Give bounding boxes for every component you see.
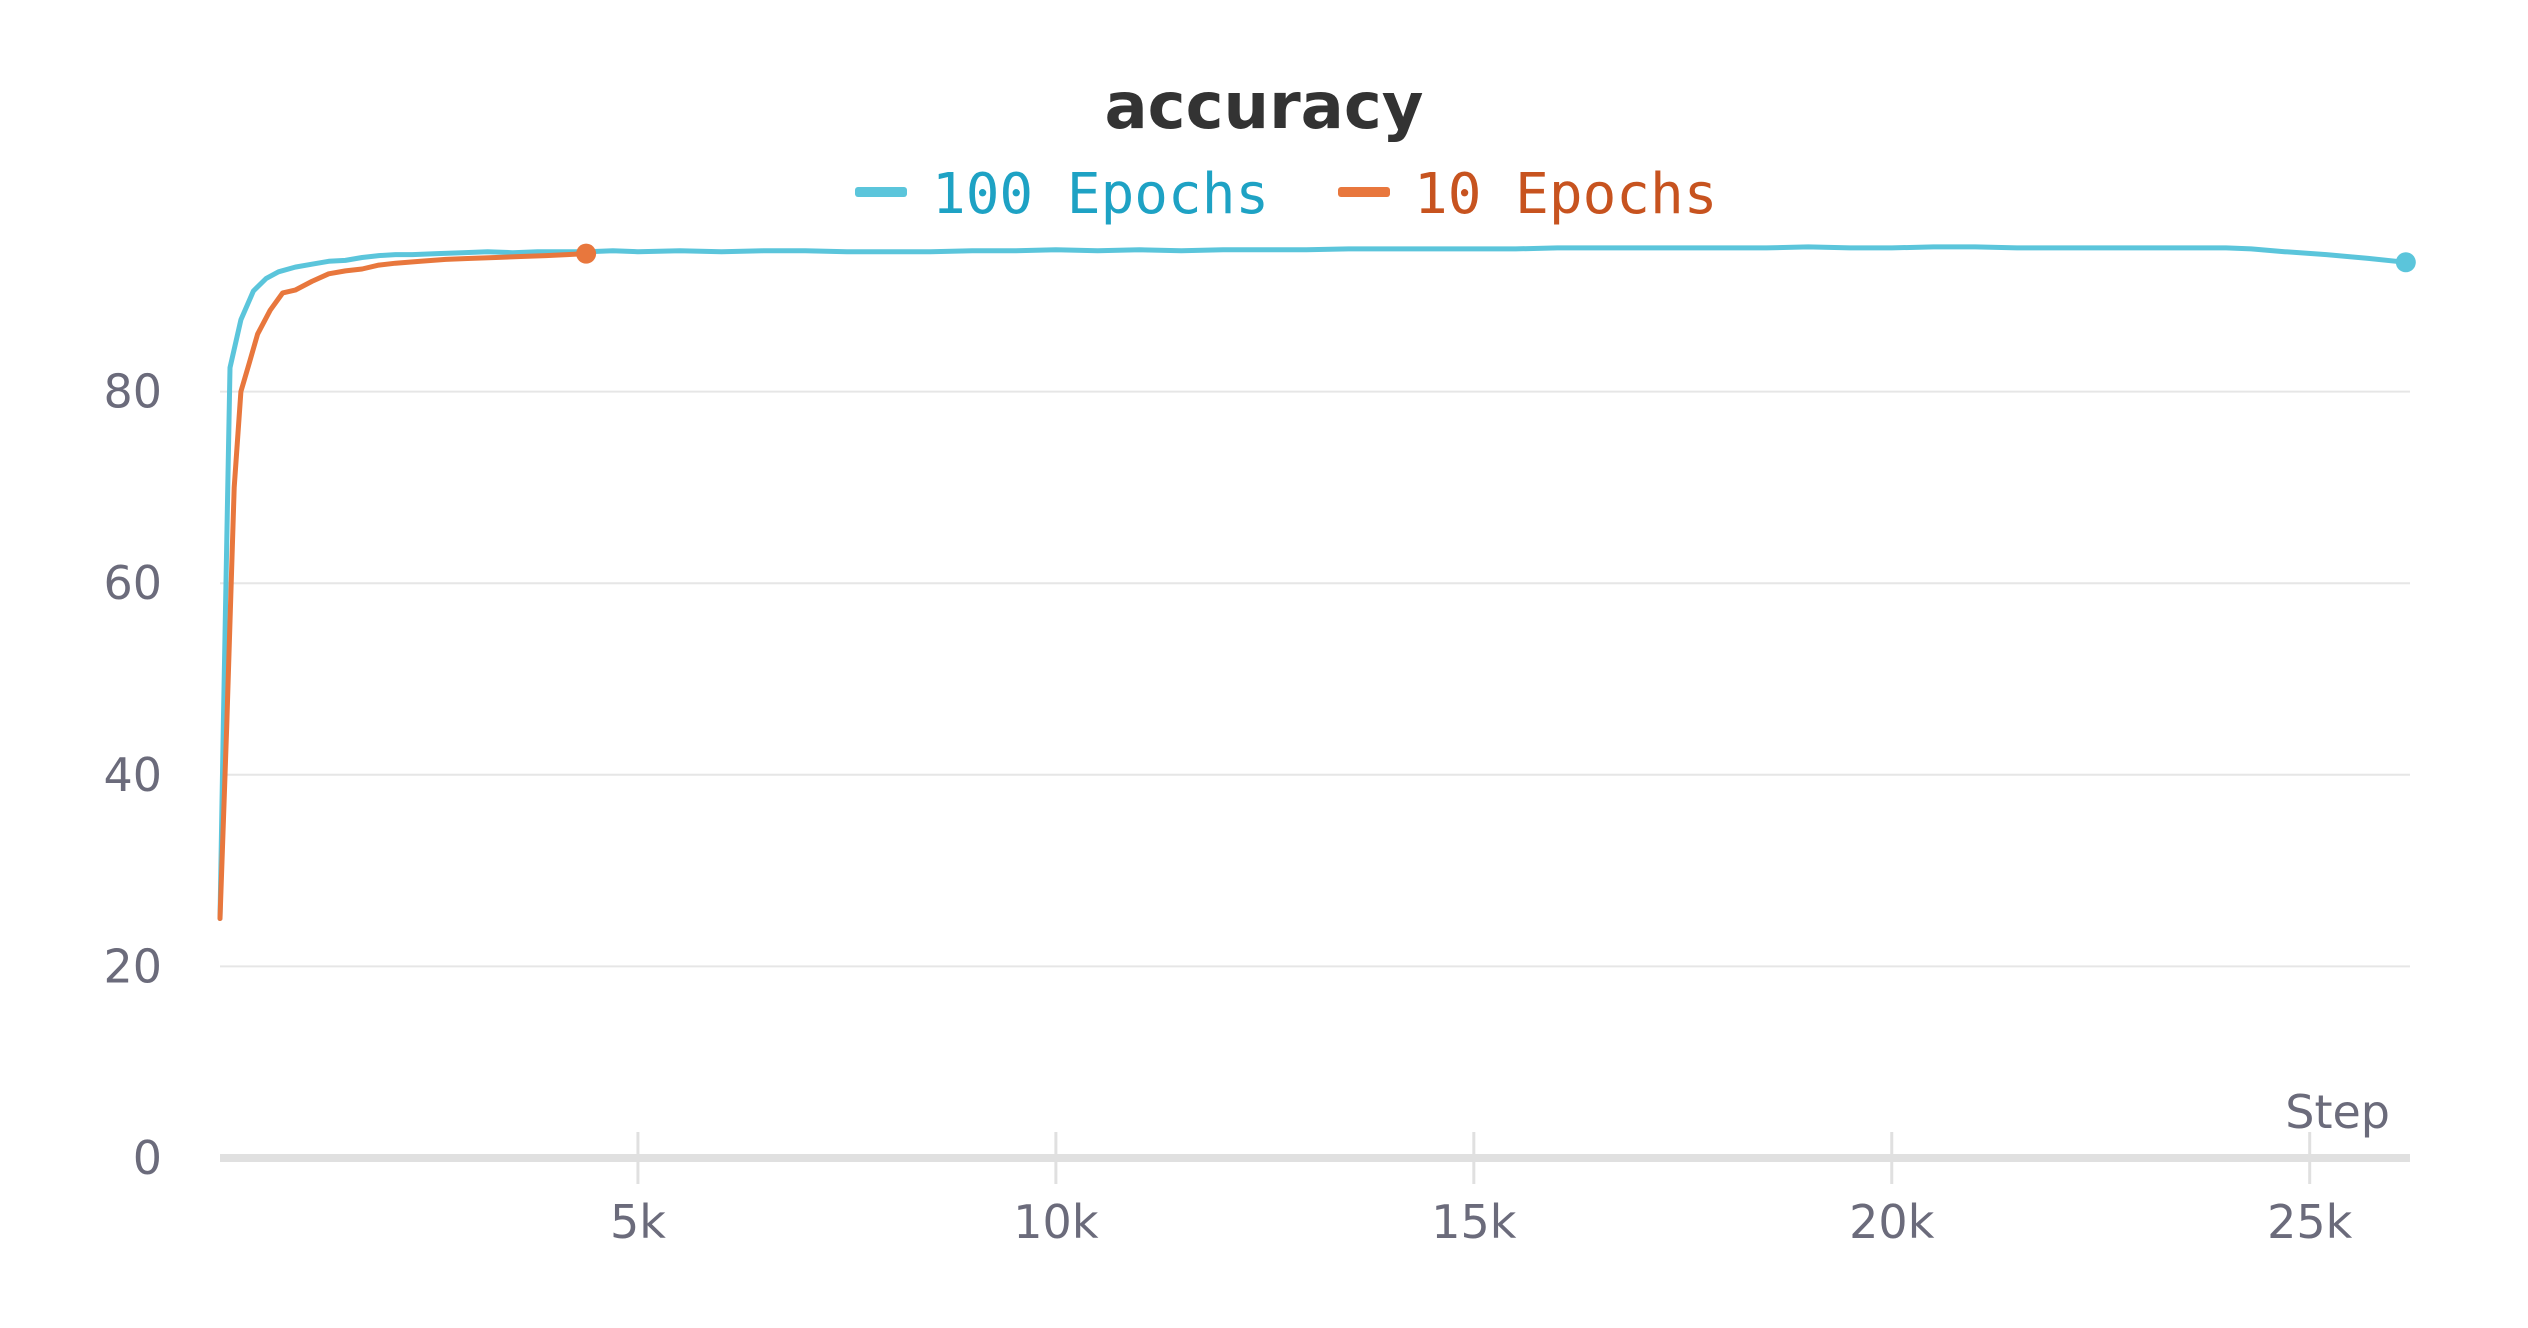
legend-swatch [855, 187, 907, 197]
grid-lines [220, 390, 2410, 968]
series-layer [217, 243, 2416, 921]
legend-label: 100 Epochs [932, 162, 1269, 227]
x-tick-label: 20k [1849, 1195, 1935, 1249]
y-tick-label: 20 [103, 939, 162, 993]
series-end-point [576, 243, 597, 264]
series-line-100-epochs [217, 244, 2409, 921]
x-tick-label: 10k [1013, 1195, 1099, 1249]
x-axis: 5k 10k 15k 20k 25k [220, 1132, 2410, 1249]
y-tick-label: 40 [103, 748, 162, 802]
y-axis: 0 20 40 60 80 [103, 365, 162, 1185]
series-line-10-epochs [217, 251, 589, 921]
legend: 100 Epochs 10 Epochs [855, 162, 1717, 227]
legend-label: 10 Epochs [1414, 162, 1717, 227]
legend-swatch [1338, 187, 1390, 197]
x-tick-label: 25k [2267, 1195, 2353, 1249]
x-axis-label: Step [2285, 1085, 2390, 1139]
y-tick-label: 60 [103, 556, 162, 610]
x-tick-label: 15k [1431, 1195, 1517, 1249]
y-tick-label: 0 [133, 1131, 162, 1185]
chart-title: accuracy [1104, 70, 1423, 144]
y-tick-label: 80 [103, 365, 162, 419]
x-tick-label: 5k [610, 1195, 666, 1249]
series-end-point [2395, 252, 2416, 273]
